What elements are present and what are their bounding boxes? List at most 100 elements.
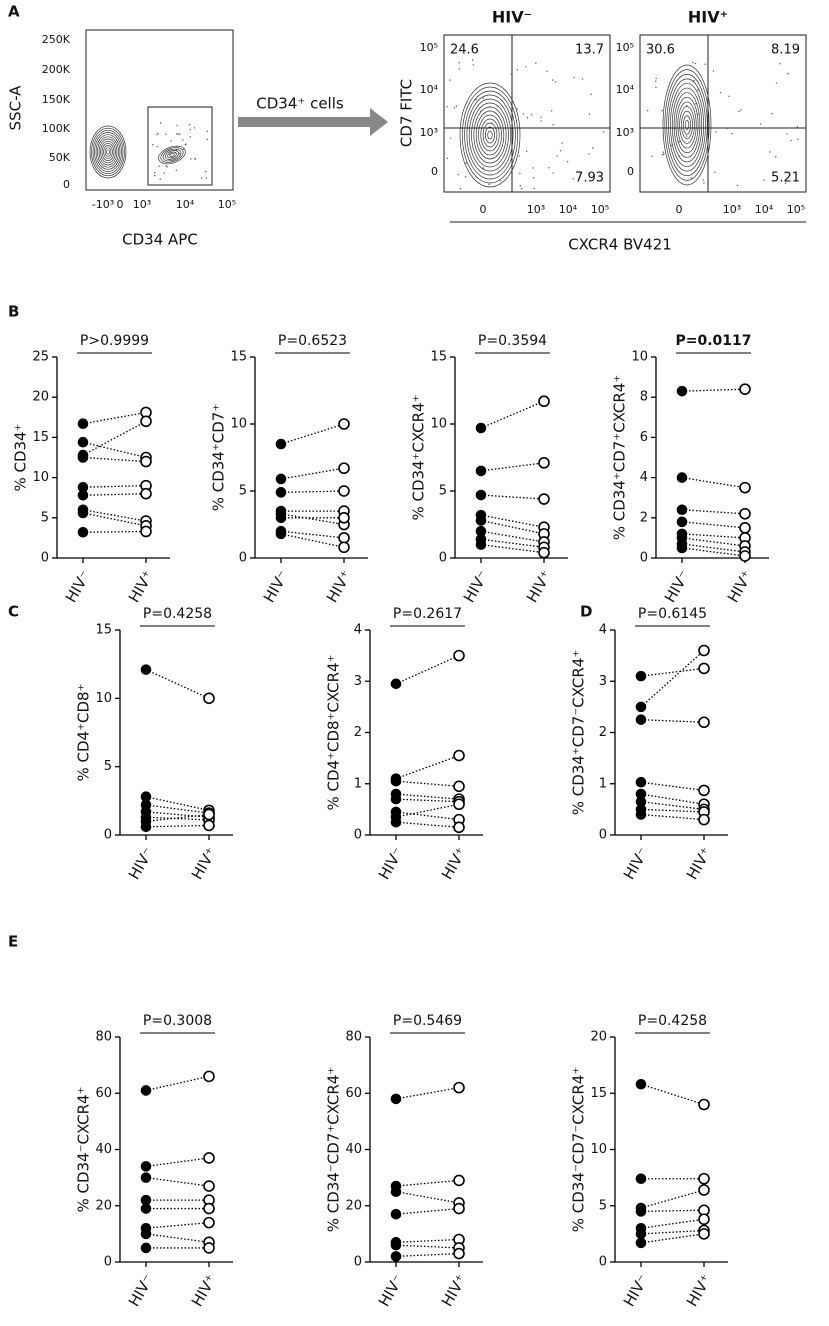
filled-dot [390,1251,402,1262]
event-dot [455,105,458,107]
pair-line [145,813,210,822]
open-dot [739,383,751,395]
filled-dot [140,1228,152,1240]
y-tick-label: 15 [230,350,247,365]
event-dot [519,172,521,175]
contour [97,136,119,168]
event-dot [532,177,535,179]
event-dot [590,93,592,96]
x-tick-label: 10⁵ [218,198,236,211]
event-dot [592,147,594,149]
open-dot [203,1202,215,1215]
event-dot [156,133,158,136]
x-tick-label: 10³ [133,198,151,211]
panel-label: A [8,3,20,21]
event-dot [726,127,729,130]
x-tick-label: 10⁴ [559,203,578,216]
p-value: P=0.3008 [143,1013,212,1029]
pair-line [395,793,460,800]
contour [459,82,521,188]
y-tick-label: 10 [590,1142,607,1157]
event-dot [525,150,528,153]
x-tick-label: HIV⁻ [460,567,493,605]
pair-line [395,1244,460,1249]
event-dot [759,123,762,125]
filled-dot [475,539,487,550]
contour [468,98,512,172]
y-axis-label: % CD4⁺CD8⁺CXCR4⁺ [325,654,343,810]
pair-line [640,719,705,723]
contour [662,64,712,186]
filled-dot [676,472,688,483]
event-dot [662,151,665,153]
contour [160,147,184,163]
pair-line [395,821,460,828]
open-dot [203,1216,215,1229]
event-dot [692,62,694,64]
contour [670,83,704,167]
event-dot [714,171,716,174]
event-dot [712,70,715,72]
quadrant-value: 7.93 [575,171,604,186]
x-tick-label: 10⁵ [591,203,609,216]
event-dot [464,176,467,178]
contour [167,151,177,159]
y-tick-label: 10⁴ [616,83,635,96]
x-tick-label: HIV⁺ [438,1271,471,1309]
y-tick-label: 6 [640,430,648,445]
event-dot [450,137,452,139]
filled-dot [140,1085,152,1096]
event-dot [581,78,584,80]
x-tick-label: 0 [480,203,487,216]
plot-frame [85,29,234,191]
event-dot [790,139,792,142]
filled-dot [140,1203,152,1214]
pair-line [145,824,210,828]
filled-dot [275,487,287,498]
event-dot [176,145,178,148]
pair-line [145,816,210,821]
open-dot [698,813,710,826]
event-dot [175,169,178,172]
event-dot [540,120,542,122]
y-tick-label: 5 [439,484,447,499]
pair-line [640,781,705,792]
pair-line [82,420,147,456]
open-dot [453,749,465,762]
pair-line [640,1229,705,1235]
event-dot [796,126,799,128]
y-tick-label: 0 [104,1255,112,1270]
pair-line [681,509,746,515]
open-dot [698,1228,710,1240]
event-dot [763,179,765,181]
event-dot [693,80,695,82]
pair-line [280,533,345,548]
event-dot [182,148,185,150]
event-dot [519,185,521,187]
event-dot [189,128,192,131]
contour [101,142,115,162]
x-tick-label: HIV⁻ [260,567,293,605]
pair-line [145,1176,210,1187]
pair-line [681,521,746,529]
pair-line [145,804,210,814]
y-tick-label: 0 [599,1255,607,1270]
y-tick-label: 8 [640,390,648,405]
event-dot [516,108,518,110]
filled-dot [390,1208,402,1220]
event-dot [176,133,178,135]
y-tick-label: 15 [590,1086,607,1101]
event-dot [546,70,548,72]
open-dot [338,418,350,430]
event-dot [490,122,492,125]
filled-dot [77,452,89,463]
filled-dot [635,1206,647,1217]
pair-line [280,423,345,445]
x-tick-label: HIV⁺ [323,567,356,605]
contour [461,86,519,184]
filled-dot [390,1239,402,1251]
y-tick-label: 100K [42,122,71,135]
event-dot [775,82,778,84]
y-tick-label: 10⁵ [420,41,438,54]
event-dot [703,182,705,184]
